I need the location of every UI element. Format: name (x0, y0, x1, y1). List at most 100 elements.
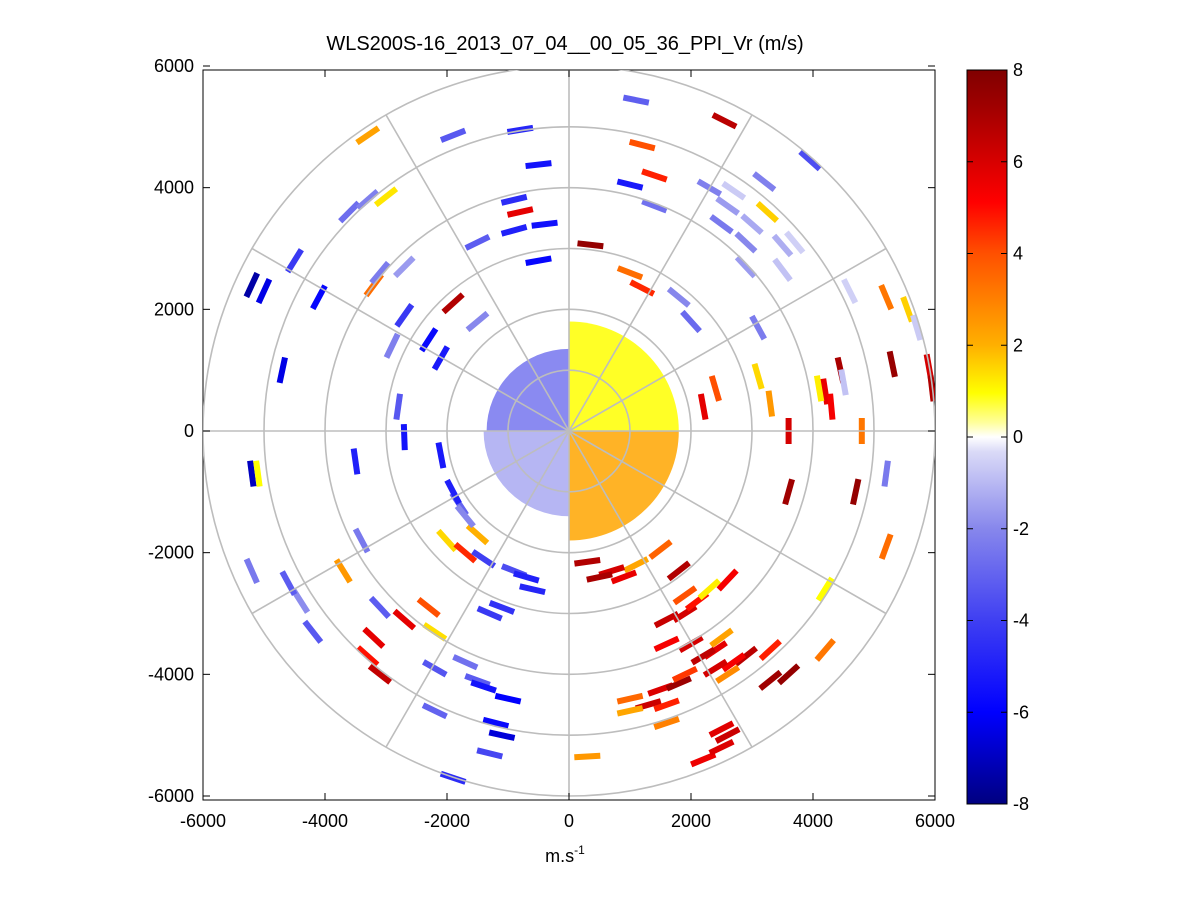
range-gate (771, 233, 794, 258)
azimuth-spoke (568, 114, 753, 432)
azimuth-spoke (385, 114, 570, 432)
y-tick-label: -4000 (148, 664, 194, 684)
x-axis-label: m.s-1 (545, 843, 585, 866)
y-tick-label: 2000 (154, 299, 194, 319)
range-gate (827, 393, 836, 420)
range-gate (734, 231, 758, 254)
range-gate (422, 622, 448, 642)
range-gate (752, 171, 777, 192)
range-gate (464, 234, 491, 251)
range-gate (878, 284, 895, 311)
range-gate (574, 557, 601, 567)
range-gate (435, 441, 447, 469)
range-gate (749, 314, 767, 341)
range-gate (814, 638, 836, 662)
range-gate (721, 652, 747, 673)
azimuth-spoke (251, 430, 570, 615)
range-gate (910, 314, 924, 341)
range-gate (711, 112, 738, 130)
y-tick-label: 6000 (154, 56, 194, 76)
azimuth-spoke (568, 247, 887, 432)
x-tick-label: -4000 (302, 811, 348, 831)
range-gate (709, 627, 734, 648)
colorbar-tick-label: -2 (1013, 519, 1029, 539)
range-gate (350, 448, 361, 475)
range-gate (653, 697, 680, 712)
azimuth-spoke (568, 430, 753, 748)
range-gate (441, 292, 465, 315)
range-gate (772, 257, 793, 282)
range-gate (452, 654, 479, 671)
range-gate (690, 751, 717, 768)
range-gate (878, 533, 894, 560)
range-gate (715, 664, 741, 684)
y-tick-label: -2000 (148, 543, 194, 563)
range-gate (436, 528, 458, 553)
range-gate (392, 608, 417, 631)
azimuth-spoke (251, 247, 570, 432)
x-tick-label: -2000 (424, 811, 470, 831)
range-gate (243, 271, 260, 299)
range-gate (665, 675, 692, 692)
range-gate (708, 375, 722, 402)
range-gate (755, 201, 779, 223)
range-gate (653, 716, 680, 730)
range-gate (525, 160, 552, 170)
range-gate (623, 556, 650, 574)
range-gate (765, 390, 776, 417)
range-gate (666, 560, 691, 582)
colorbar-ticks: -8 -6 -4 -2 0 2 4 6 8 (967, 60, 1029, 814)
range-gate (500, 193, 528, 206)
range-gate (734, 255, 757, 279)
range-gate (369, 260, 391, 285)
colorbar-tick-label: 6 (1013, 152, 1023, 172)
range-gate (416, 596, 441, 618)
chart-title: WLS200S-16_2013_07_04__00_05_36_PPI_Vr (… (326, 33, 803, 55)
range-gate (813, 375, 825, 402)
range-gate (672, 585, 698, 606)
range-gate (368, 595, 391, 619)
range-gate (302, 619, 324, 644)
range-gate (586, 571, 613, 583)
range-gate (697, 393, 709, 421)
range-gate (362, 626, 386, 649)
colorbar-tick-label: 8 (1013, 60, 1023, 80)
range-gate (471, 549, 497, 569)
range-gate (784, 230, 806, 255)
range-gate (758, 638, 782, 662)
range-gate (247, 460, 257, 487)
range-gate (751, 362, 765, 390)
colorbar-tick-label: -8 (1013, 794, 1029, 814)
range-gate (577, 240, 604, 250)
range-gate (500, 223, 528, 237)
range-gate (525, 255, 552, 266)
range-gate (394, 303, 415, 328)
range-gate (465, 310, 490, 333)
colorbar: -8 -6 -4 -2 0 2 4 6 8 (966, 60, 1029, 814)
range-gate (815, 576, 835, 602)
range-gate (383, 332, 401, 359)
y-tick-label: 4000 (154, 178, 194, 198)
range-gate (356, 645, 380, 668)
range-gate (453, 541, 478, 564)
range-gate (276, 356, 288, 384)
range-gate (776, 663, 801, 686)
range-gate (333, 558, 353, 584)
y-tick-label: -6000 (148, 786, 194, 806)
range-gate (680, 309, 702, 334)
range-gate (488, 599, 516, 615)
x-tick-label: -6000 (180, 811, 226, 831)
range-gate (392, 255, 416, 279)
range-gate (616, 178, 644, 191)
range-gate (841, 278, 859, 305)
range-gate (798, 149, 822, 172)
range-gate (708, 738, 735, 756)
range-gate (465, 523, 490, 546)
range-gate (574, 752, 601, 761)
range-gate (616, 692, 644, 705)
range-gate (393, 393, 404, 420)
range-gate (439, 127, 467, 143)
range-gate (610, 569, 638, 585)
range-gate (506, 206, 534, 218)
range-gate (616, 265, 644, 281)
